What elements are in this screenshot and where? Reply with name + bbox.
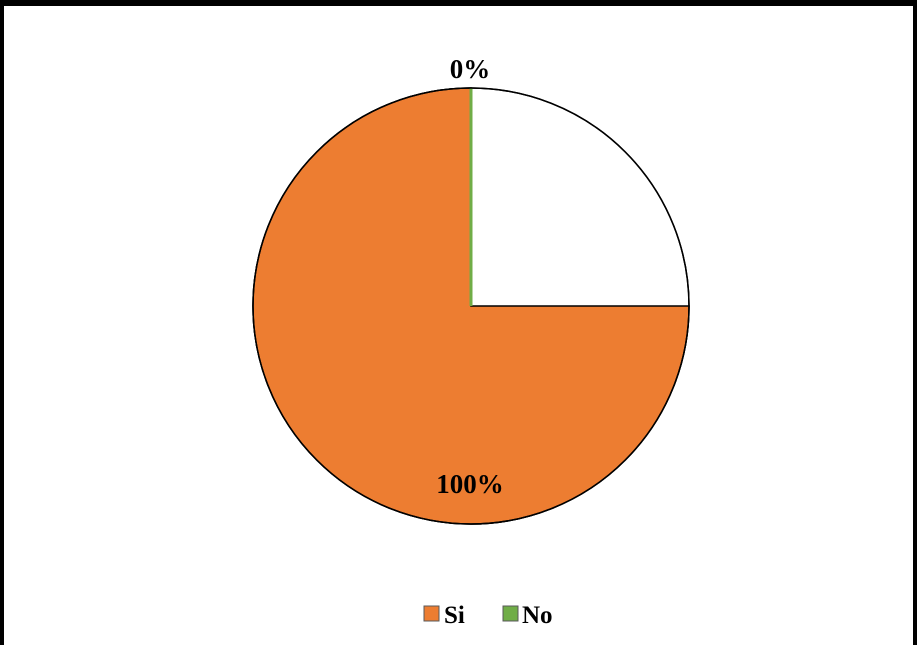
legend-swatch-si: [423, 605, 440, 622]
pie-chart: 0% 100% Si No: [252, 54, 690, 629]
data-label-si: 100%: [436, 469, 504, 499]
legend-item-no: No: [502, 602, 553, 629]
legend-item-si: Si: [423, 602, 465, 629]
legend-label-no: No: [522, 602, 553, 629]
legend-label-si: Si: [444, 602, 465, 629]
legend: Si No: [423, 602, 553, 629]
legend-swatch-no: [502, 605, 519, 622]
pie-slices: [252, 87, 690, 525]
data-label-no: 0%: [450, 54, 491, 84]
pie-outline: [252, 87, 690, 525]
